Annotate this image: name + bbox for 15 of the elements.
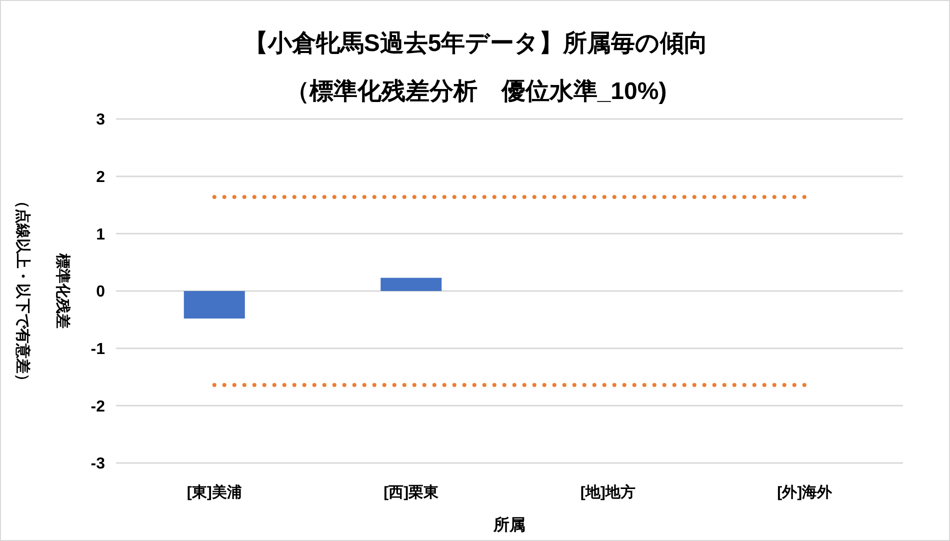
x-tick-label: [西]栗東 (384, 484, 440, 501)
x-tick-label: [東]美浦 (186, 483, 242, 501)
y-tick-label: 2 (96, 168, 106, 186)
y-tick-label: -2 (90, 398, 106, 416)
text: 標準化残差（点線以上・以下で有意差） (14, 194, 71, 388)
x-tick-label: [外]海外 (777, 484, 834, 501)
x-tick-label: [地]地方 (580, 483, 636, 501)
y-tick-label: 0 (96, 284, 106, 301)
y-tick-label: 3 (96, 112, 106, 129)
y-tick-label: -3 (90, 456, 106, 473)
chart-subtitle: （標準化残差分析 優位水準_10%) (285, 78, 667, 105)
y-tick-label: -1 (90, 340, 106, 358)
x-axis-title: 所属 (492, 516, 526, 534)
y-tick-label: 1 (96, 226, 106, 244)
chart-title: 【小倉牝馬S過去5年データ】所属毎の傾向 (244, 30, 708, 57)
